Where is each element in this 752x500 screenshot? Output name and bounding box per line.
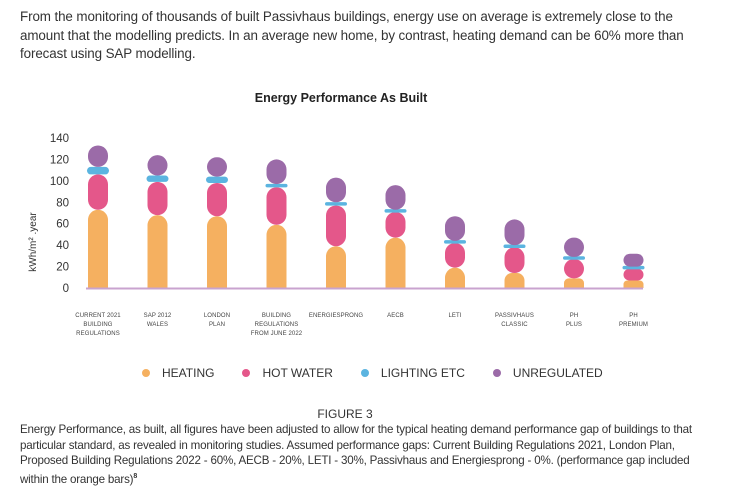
x-category-label: REGULATIONS [255, 322, 299, 328]
bar-segment-unregulated [147, 155, 168, 176]
chart-title: Energy Performance As Built [254, 91, 428, 105]
lighting-dot-icon [360, 369, 369, 377]
bar-segment-heating-base [207, 278, 227, 288]
x-category-label: SAP 2012 [144, 313, 172, 319]
bar-segment-lighting-etc [87, 166, 109, 175]
x-category-label: PH [629, 313, 638, 319]
x-category-label: PLUS [566, 322, 582, 328]
bar-segment-lighting-etc [503, 244, 526, 248]
x-category-label: LETI [448, 313, 461, 319]
bar-segment-unregulated [266, 159, 287, 185]
bar-segment-hot-water [445, 243, 465, 268]
bar-segment-heating [88, 209, 108, 288]
x-category-label: BUILDING [262, 313, 291, 319]
y-ticks: 0 20 40 60 80 100 120 140 [50, 133, 69, 295]
y-tick-label: 60 [56, 219, 69, 231]
bar-segment-heating-base [445, 278, 465, 288]
bar-segment-heating-base [266, 278, 287, 288]
heating-dot-icon [142, 369, 150, 377]
stacked-bar-chart: kWh/m² .year 0 20 40 60 80 100 120 140 CURRENT … [28, 133, 648, 337]
legend: HEATING HOT WATER LIGHTING ETC UNREGULAT… [142, 366, 631, 380]
bar-segment-hot-water [504, 247, 525, 273]
x-category-label: WALES [147, 322, 168, 328]
y-tick-label: 120 [50, 154, 69, 166]
legend-item-hot-water: HOT WATER [242, 366, 333, 380]
bar-segment-hot-water [623, 268, 644, 281]
footnote-marker: 8 [133, 472, 138, 480]
bar-segment-lighting-etc [563, 256, 585, 260]
bar-segment-heating [385, 237, 406, 288]
x-category-label: CLASSIC [501, 322, 528, 328]
bar-segment-hot-water [266, 187, 287, 225]
bar-segment-unregulated [207, 157, 227, 177]
x-category-label: CURRENT 2021 [75, 313, 121, 319]
bar-segment-heating-base [326, 278, 346, 288]
legend-label: LIGHTING ETC [380, 366, 465, 380]
x-category-labels: CURRENT 2021 BUILDING REGULATIONS SAP 2012 W… [75, 313, 648, 337]
bar-segment-heating [326, 246, 346, 288]
unregulated-dot-icon [492, 369, 501, 377]
y-tick-label: 80 [56, 197, 69, 209]
bar-segment-lighting-etc [444, 240, 466, 244]
x-category-label: PH [570, 313, 579, 319]
bar-segment-unregulated [623, 253, 644, 267]
bar-segment-heating-base [147, 278, 168, 288]
bar-segment-lighting-etc [325, 202, 347, 206]
bar-segment-hot-water [326, 205, 346, 247]
legend-label: HOT WATER [262, 366, 333, 380]
bar-segment-lighting-etc [265, 183, 288, 188]
x-category-label: LONDON [204, 313, 230, 319]
y-tick-label: 40 [56, 240, 69, 252]
bar-segment-unregulated [385, 185, 406, 210]
bar-segment-hot-water [207, 183, 227, 217]
caption-text: Energy Performance, as built, all figure… [20, 423, 692, 486]
x-category-label: FROM JUNE 2022 [251, 331, 303, 337]
legend-label: UNREGULATED [512, 366, 603, 380]
figure-caption: Energy Performance, as built, all figure… [20, 422, 720, 487]
bar-segment-unregulated [564, 237, 584, 257]
bar-segment-heating-base [564, 283, 584, 288]
legend-item-unregulated: UNREGULATED [492, 366, 603, 380]
bar-segment-heating [147, 215, 168, 288]
figure-label: FIGURE 3 [317, 407, 373, 421]
intro-paragraph: From the monitoring of thousands of buil… [20, 9, 684, 61]
bar-segment-heating [207, 216, 227, 288]
x-category-label: PLAN [209, 322, 225, 328]
x-category-label: AECB [387, 313, 404, 319]
bar-segment-lighting-etc [206, 176, 228, 183]
bar-segment-heating-base [385, 278, 406, 288]
x-category-label: PREMIUM [619, 322, 648, 328]
y-axis-label: kWh/m² .year [28, 212, 39, 272]
bar-segment-heating [266, 224, 287, 288]
x-category-label: REGULATIONS [76, 331, 120, 337]
bars [87, 145, 645, 288]
bar-segment-heating-base [88, 278, 108, 288]
legend-item-heating: HEATING [142, 366, 214, 380]
bar-segment-unregulated [326, 177, 346, 203]
bar-segment-unregulated [445, 216, 465, 241]
bar-segment-unregulated [504, 219, 525, 246]
x-category-label: PASSIVHAUS [495, 313, 534, 319]
bar-segment-hot-water [147, 181, 168, 216]
bar-segment-lighting-etc [384, 209, 407, 213]
bar-segment-hot-water [88, 174, 108, 210]
bar-segment-heating-base [623, 284, 644, 288]
bar-segment-unregulated [88, 145, 108, 167]
x-category-label: BUILDING [83, 322, 112, 328]
bar-segment-lighting-etc [146, 175, 169, 182]
legend-item-lighting: LIGHTING ETC [360, 366, 465, 380]
bar-segment-hot-water [564, 259, 584, 279]
legend-label: HEATING [162, 366, 215, 380]
y-tick-label: 0 [63, 283, 69, 295]
bar-segment-lighting-etc [622, 265, 645, 270]
y-tick-label: 100 [50, 176, 69, 188]
hot-water-dot-icon [242, 369, 251, 377]
bar-segment-hot-water [385, 211, 406, 238]
bar-segment-heating-base [504, 280, 525, 288]
y-tick-label: 140 [50, 133, 69, 145]
x-category-label: ENERGIESPRONG [309, 313, 364, 319]
y-tick-label: 20 [56, 262, 69, 274]
